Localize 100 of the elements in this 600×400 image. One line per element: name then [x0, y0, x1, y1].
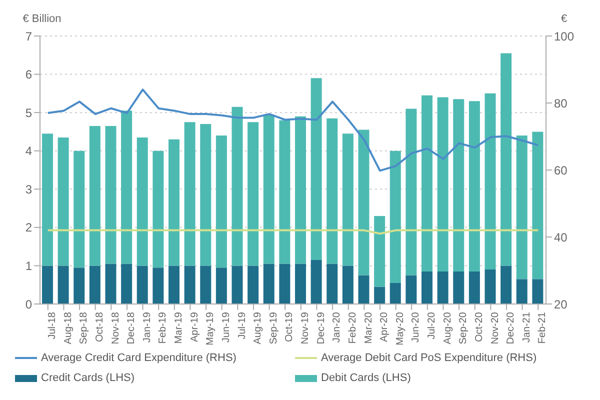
- x-tick-label: Sep-20: [458, 312, 470, 344]
- bar: [216, 136, 227, 268]
- bar: [484, 93, 496, 270]
- bar: [232, 266, 243, 304]
- bar: [200, 124, 212, 266]
- x-tick-label: Jun-20: [410, 312, 422, 343]
- x-tick-label: Mar-20: [363, 312, 374, 344]
- y-tick-label: 7: [25, 29, 32, 44]
- x-tick-label: Oct-19: [284, 312, 296, 342]
- bar: [89, 126, 100, 266]
- bar: [121, 110, 132, 264]
- bar: [310, 260, 322, 304]
- bar: [58, 266, 69, 304]
- bar: [136, 266, 148, 304]
- bar: [310, 78, 322, 260]
- bar: [263, 114, 274, 264]
- bar: [342, 134, 354, 266]
- bar: [453, 99, 464, 272]
- bar: [437, 271, 448, 304]
- bar: [152, 150, 164, 268]
- x-tick-label: Feb-20: [347, 312, 358, 344]
- bar: [342, 266, 354, 304]
- bar: [358, 130, 370, 276]
- x-tick-label: Nov-20: [490, 312, 501, 344]
- x-tick-label: May-19: [205, 312, 216, 346]
- x-tick-label: May-20: [394, 312, 406, 346]
- bar: [248, 122, 259, 266]
- bar: [216, 268, 227, 304]
- bar: [58, 137, 69, 266]
- x-tick-label: Oct-20: [474, 312, 485, 342]
- y-tick-label: 0: [25, 297, 32, 312]
- bar: [105, 264, 116, 304]
- bar: [422, 95, 432, 272]
- bar: [422, 271, 432, 304]
- legend-label: Debit Cards (LHS): [321, 372, 411, 384]
- y-tick-label: 3: [25, 182, 32, 196]
- x-tick-label: Mar-19: [174, 312, 185, 344]
- bar: [263, 264, 274, 304]
- bar: [406, 108, 417, 276]
- bar: [484, 270, 496, 304]
- x-tick-label: Dec-18: [126, 312, 138, 344]
- bar: [42, 134, 53, 266]
- x-tick-label: Oct-18: [94, 312, 106, 342]
- bar: [516, 279, 528, 304]
- x-tick-label: Apr-20: [379, 312, 390, 342]
- bar: [374, 286, 386, 304]
- y2-tick-label: 100: [554, 29, 574, 44]
- bar: [326, 264, 338, 304]
- x-tick-label: Jul-20: [426, 312, 438, 340]
- x-tick-label: Apr-19: [189, 312, 200, 342]
- y2-tick-label: 20: [554, 297, 568, 312]
- x-tick-label: Jul-19: [236, 312, 248, 340]
- x-tick-label: Sep-19: [268, 312, 280, 344]
- bar: [406, 275, 417, 304]
- bar: [358, 275, 370, 304]
- bar: [468, 101, 480, 272]
- bar: [500, 53, 512, 266]
- bar: [516, 136, 528, 280]
- x-tick-label: Feb-19: [158, 312, 169, 344]
- bar: [74, 268, 85, 304]
- bar: [89, 266, 100, 304]
- y-tick-label: 5: [25, 106, 32, 120]
- x-tick-label: Aug-20: [442, 312, 454, 344]
- x-tick-label: Jan-21: [521, 312, 532, 343]
- bar: [184, 122, 196, 266]
- x-tick-label: Aug-18: [62, 312, 74, 344]
- bar: [374, 216, 386, 287]
- bar: [437, 97, 448, 272]
- x-tick-label: Jan-20: [332, 312, 343, 343]
- bar: [168, 266, 180, 304]
- x-tick-label: Jul-18: [47, 312, 58, 340]
- bar: [42, 266, 53, 304]
- x-tick-label: Sep-18: [78, 312, 90, 344]
- bar: [74, 150, 85, 268]
- x-tick-label: Dec-19: [316, 312, 327, 344]
- bar: [136, 137, 148, 266]
- y2-tick-label: 80: [554, 96, 568, 110]
- y2-tick-label: 40: [554, 230, 568, 244]
- line-series: [46, 88, 540, 172]
- y-axis-title: € Billion: [22, 13, 62, 25]
- bar: [326, 118, 338, 264]
- bar: [453, 271, 464, 304]
- x-tick-label: Nov-19: [300, 312, 312, 344]
- x-tick-label: Feb-21: [537, 312, 548, 344]
- bar: [105, 126, 116, 264]
- y-tick-label: 1: [25, 258, 32, 273]
- y2-axis-title: €: [560, 13, 568, 25]
- bar: [390, 150, 401, 283]
- bar: [295, 116, 306, 264]
- bar: [152, 268, 164, 304]
- bar: [390, 282, 401, 304]
- y-tick-label: 6: [25, 68, 32, 82]
- x-tick-label: Dec-20: [506, 312, 517, 344]
- legend-label: Average Debit Card PoS Expenditure (RHS): [321, 352, 537, 364]
- bar: [184, 266, 196, 304]
- bar: [121, 264, 132, 304]
- bar: [279, 120, 290, 264]
- x-tick-label: Aug-19: [252, 312, 264, 344]
- legend-label: Average Credit Card Expenditure (RHS): [41, 352, 236, 364]
- x-tick-label: Jun-19: [220, 312, 232, 343]
